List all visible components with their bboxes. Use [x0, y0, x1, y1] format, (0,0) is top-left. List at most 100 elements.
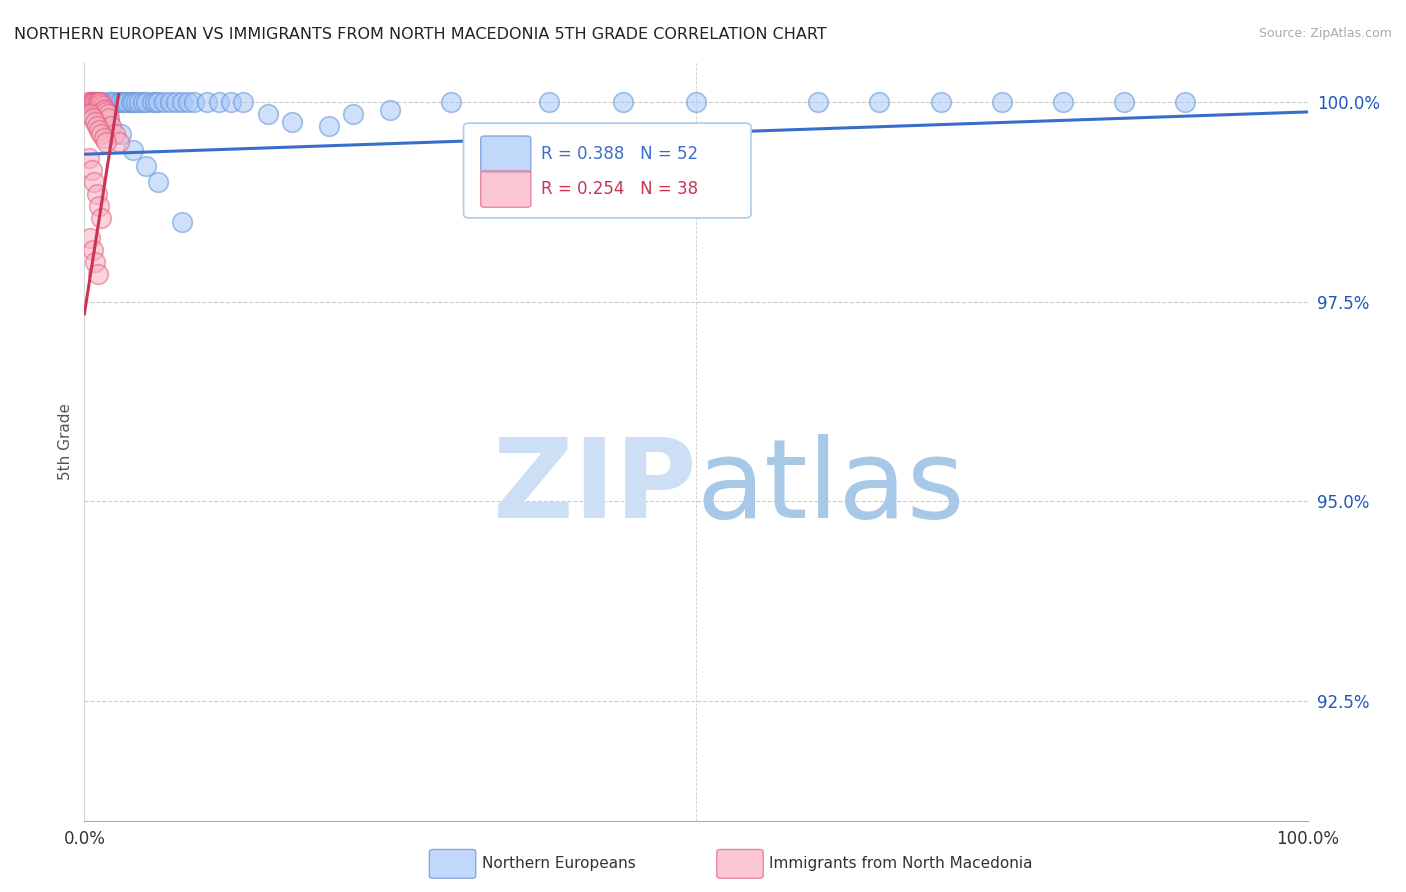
Point	[96, 135, 118, 149]
Point	[135, 159, 157, 173]
Point	[380, 103, 402, 118]
Point	[143, 95, 166, 110]
Point	[93, 131, 115, 145]
Point	[91, 95, 114, 110]
Point	[87, 267, 110, 281]
Point	[318, 120, 340, 134]
Text: Immigrants from North Macedonia: Immigrants from North Macedonia	[769, 856, 1033, 871]
Point	[82, 112, 104, 126]
FancyBboxPatch shape	[429, 849, 475, 879]
Text: R = 0.388   N = 52: R = 0.388 N = 52	[541, 145, 697, 163]
Point	[929, 95, 952, 110]
Point	[195, 95, 218, 110]
Point	[177, 95, 200, 110]
Point	[84, 95, 107, 110]
Point	[1114, 95, 1136, 110]
Point	[89, 95, 111, 110]
Point	[342, 107, 364, 121]
Point	[128, 95, 150, 110]
Point	[159, 95, 181, 110]
Point	[440, 95, 463, 110]
Point	[82, 243, 104, 257]
Text: R = 0.254   N = 38: R = 0.254 N = 38	[541, 180, 697, 198]
Point	[104, 128, 127, 142]
Point	[93, 102, 115, 116]
Point	[141, 95, 163, 110]
Point	[1174, 95, 1197, 110]
Point	[110, 128, 132, 142]
Point	[100, 120, 122, 134]
FancyBboxPatch shape	[464, 123, 751, 218]
Point	[79, 231, 101, 245]
Point	[86, 120, 108, 134]
Point	[87, 95, 110, 110]
Point	[612, 95, 634, 110]
Point	[125, 95, 148, 110]
FancyBboxPatch shape	[717, 849, 763, 879]
Point	[82, 95, 104, 110]
Point	[79, 107, 101, 121]
Point	[90, 128, 112, 142]
Point	[120, 95, 142, 110]
Text: ZIP: ZIP	[492, 434, 696, 541]
Text: atlas: atlas	[696, 434, 965, 541]
Point	[87, 99, 110, 113]
Text: NORTHERN EUROPEAN VS IMMIGRANTS FROM NORTH MACEDONIA 5TH GRADE CORRELATION CHART: NORTHERN EUROPEAN VS IMMIGRANTS FROM NOR…	[14, 27, 827, 42]
Point	[86, 187, 108, 202]
Text: Source: ZipAtlas.com: Source: ZipAtlas.com	[1258, 27, 1392, 40]
Point	[1052, 95, 1074, 110]
Point	[146, 95, 169, 110]
Point	[538, 95, 561, 110]
Point	[146, 175, 169, 189]
Point	[132, 95, 155, 110]
Point	[107, 135, 129, 149]
Point	[80, 95, 103, 110]
Point	[77, 151, 100, 165]
Point	[115, 95, 138, 110]
Y-axis label: 5th Grade: 5th Grade	[58, 403, 73, 480]
Point	[172, 215, 194, 229]
FancyBboxPatch shape	[481, 171, 531, 207]
Point	[97, 112, 120, 126]
Point	[79, 107, 101, 121]
Point	[94, 103, 117, 118]
Point	[135, 95, 157, 110]
Point	[90, 211, 112, 225]
Point	[172, 95, 194, 110]
Point	[807, 95, 830, 110]
Point	[86, 103, 108, 118]
Text: Northern Europeans: Northern Europeans	[482, 856, 636, 871]
Point	[110, 95, 132, 110]
Point	[165, 95, 187, 110]
Point	[83, 95, 105, 110]
Point	[869, 95, 891, 110]
Point	[87, 95, 110, 110]
Point	[991, 95, 1014, 110]
Point	[90, 97, 112, 112]
Point	[100, 95, 122, 110]
Point	[84, 115, 107, 129]
Point	[97, 107, 120, 121]
Point	[112, 95, 135, 110]
Point	[87, 199, 110, 213]
Point	[80, 163, 103, 178]
Point	[208, 95, 231, 110]
Point	[77, 95, 100, 110]
Point	[257, 107, 280, 121]
Point	[84, 255, 107, 269]
Point	[183, 95, 205, 110]
Point	[86, 95, 108, 110]
Point	[281, 115, 304, 129]
Point	[79, 95, 101, 110]
Point	[122, 143, 145, 157]
Point	[97, 95, 120, 110]
Point	[83, 175, 105, 189]
Point	[122, 95, 145, 110]
Point	[219, 95, 242, 110]
Point	[91, 99, 114, 113]
Point	[685, 95, 707, 110]
FancyBboxPatch shape	[481, 136, 531, 172]
Point	[96, 104, 118, 119]
Point	[97, 115, 120, 129]
Point	[107, 95, 129, 110]
